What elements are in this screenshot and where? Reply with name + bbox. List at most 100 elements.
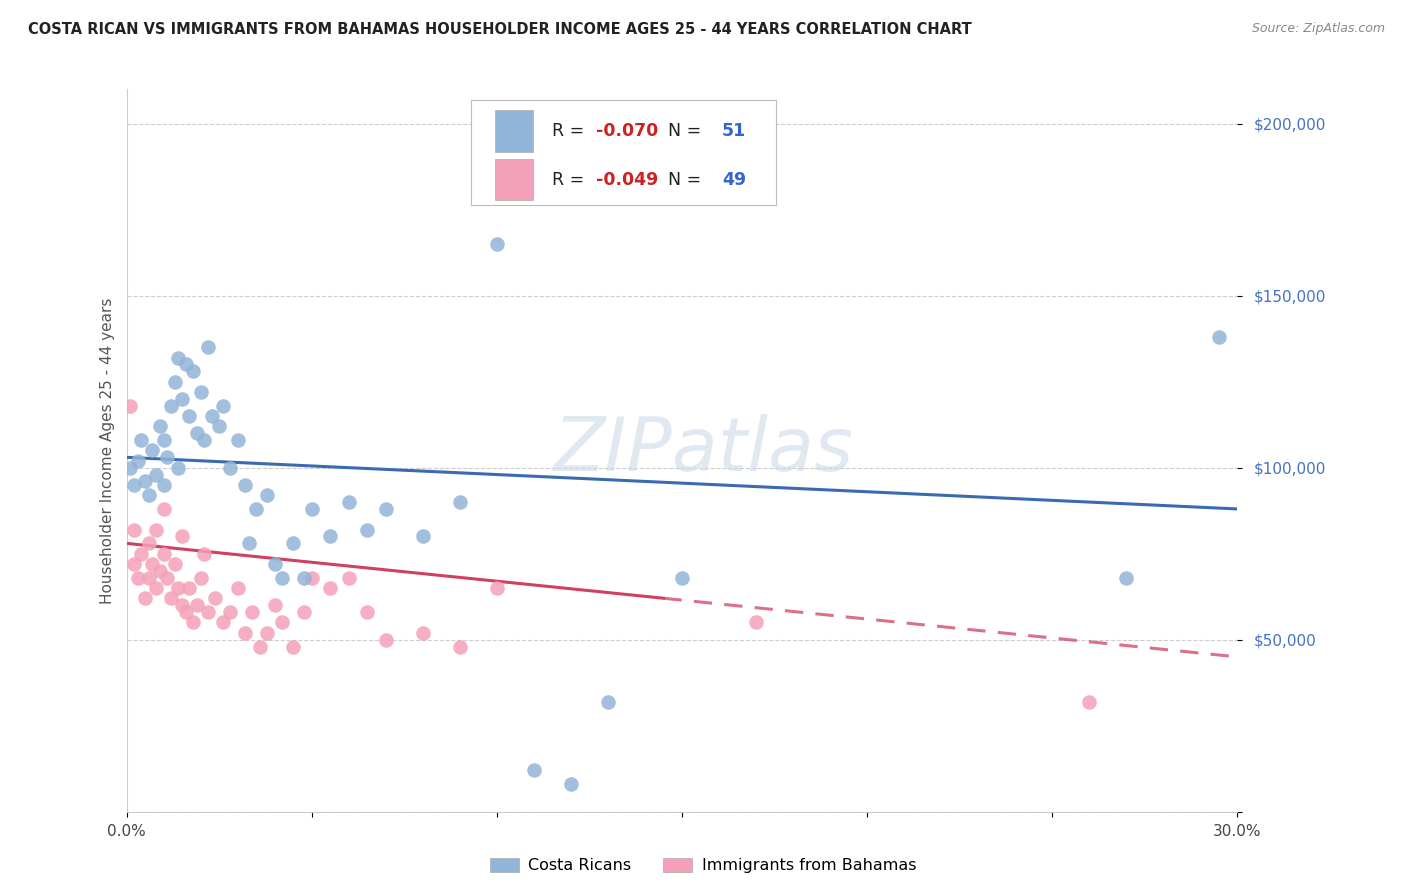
Text: ZIPatlas: ZIPatlas — [554, 415, 855, 486]
Point — [412, 529, 434, 543]
Text: Source: ZipAtlas.com: Source: ZipAtlas.com — [1251, 22, 1385, 36]
Point — [127, 454, 149, 468]
Point — [190, 384, 212, 399]
Point — [412, 625, 434, 640]
Point — [193, 433, 215, 447]
Point — [120, 399, 142, 413]
Point — [271, 615, 294, 630]
Point — [152, 547, 174, 561]
Point — [197, 340, 219, 354]
Text: -0.070: -0.070 — [596, 122, 658, 140]
Point — [238, 536, 260, 550]
Point — [145, 581, 167, 595]
Point — [374, 632, 396, 647]
Point — [172, 599, 194, 613]
Point — [179, 409, 201, 423]
Point — [374, 502, 396, 516]
Point — [1208, 330, 1230, 344]
Point — [271, 571, 294, 585]
Point — [256, 488, 278, 502]
Point — [596, 695, 619, 709]
Point — [174, 358, 197, 372]
Point — [186, 599, 208, 613]
Point — [301, 502, 323, 516]
Point — [1078, 695, 1101, 709]
Y-axis label: Householder Income Ages 25 - 44 years: Householder Income Ages 25 - 44 years — [100, 297, 115, 604]
Point — [292, 605, 315, 619]
Point — [208, 419, 231, 434]
Point — [219, 605, 242, 619]
Point — [145, 467, 167, 482]
Point — [197, 605, 219, 619]
Point — [201, 409, 224, 423]
Point — [449, 640, 471, 654]
Point — [226, 433, 249, 447]
Point — [337, 571, 360, 585]
Point — [134, 475, 156, 489]
Text: R =: R = — [553, 122, 589, 140]
Point — [160, 399, 183, 413]
Point — [145, 523, 167, 537]
Point — [181, 364, 204, 378]
Text: 49: 49 — [721, 170, 747, 189]
Point — [141, 443, 163, 458]
Point — [319, 529, 342, 543]
Point — [263, 557, 285, 571]
Point — [122, 478, 145, 492]
Point — [181, 615, 204, 630]
Point — [163, 375, 186, 389]
Point — [211, 615, 233, 630]
FancyBboxPatch shape — [471, 100, 776, 205]
Text: 51: 51 — [721, 122, 747, 140]
Point — [211, 399, 233, 413]
Point — [149, 419, 172, 434]
Point — [242, 605, 264, 619]
Point — [127, 571, 149, 585]
Point — [152, 478, 174, 492]
Point — [152, 502, 174, 516]
Point — [449, 495, 471, 509]
Point — [122, 557, 145, 571]
Point — [179, 581, 201, 595]
Point — [745, 615, 768, 630]
Point — [138, 488, 160, 502]
Point — [245, 502, 267, 516]
Point — [233, 625, 256, 640]
Point — [186, 426, 208, 441]
Point — [204, 591, 226, 606]
Point — [356, 523, 378, 537]
Point — [120, 460, 142, 475]
Text: COSTA RICAN VS IMMIGRANTS FROM BAHAMAS HOUSEHOLDER INCOME AGES 25 - 44 YEARS COR: COSTA RICAN VS IMMIGRANTS FROM BAHAMAS H… — [28, 22, 972, 37]
Point — [263, 599, 285, 613]
Point — [671, 571, 693, 585]
Point — [152, 433, 174, 447]
Point — [156, 450, 179, 465]
Point — [131, 547, 153, 561]
FancyBboxPatch shape — [495, 111, 533, 152]
Point — [319, 581, 342, 595]
Point — [138, 536, 160, 550]
Point — [163, 557, 186, 571]
Point — [167, 460, 190, 475]
Point — [281, 536, 304, 550]
Point — [249, 640, 271, 654]
Point — [149, 564, 172, 578]
Point — [193, 547, 215, 561]
Point — [122, 523, 145, 537]
Point — [190, 571, 212, 585]
Point — [356, 605, 378, 619]
FancyBboxPatch shape — [495, 159, 533, 201]
Point — [174, 605, 197, 619]
Point — [485, 581, 508, 595]
Point — [256, 625, 278, 640]
Point — [167, 581, 190, 595]
Point — [560, 777, 582, 791]
Point — [337, 495, 360, 509]
Point — [301, 571, 323, 585]
Point — [292, 571, 315, 585]
Point — [233, 478, 256, 492]
Point — [156, 571, 179, 585]
Point — [219, 460, 242, 475]
Point — [167, 351, 190, 365]
Legend: Costa Ricans, Immigrants from Bahamas: Costa Ricans, Immigrants from Bahamas — [484, 851, 922, 880]
